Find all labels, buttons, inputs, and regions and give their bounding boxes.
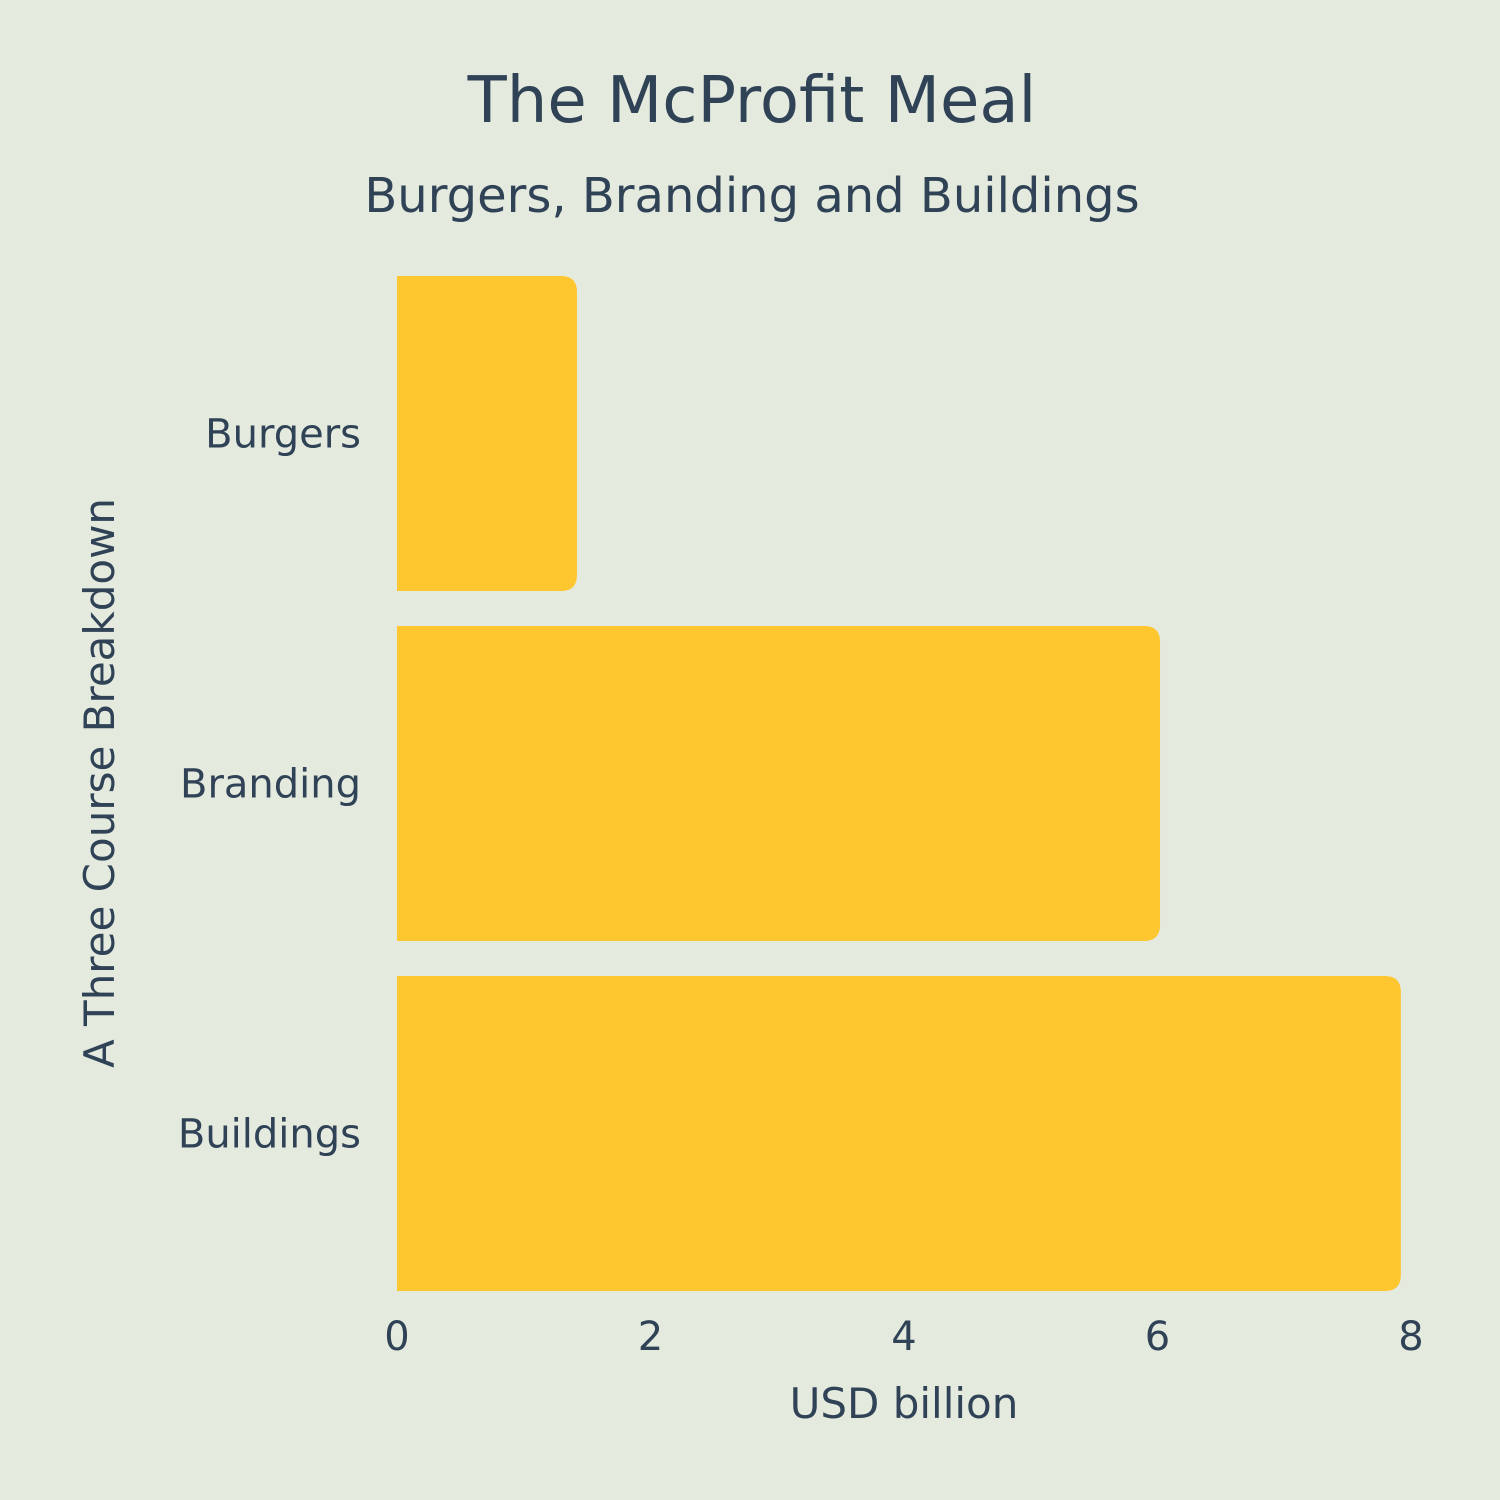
chart-subtitle: Burgers, Branding and Buildings [364,168,1139,224]
x-tick-label-6: 6 [1145,1314,1170,1360]
x-tick-label-0: 0 [384,1314,409,1360]
category-label-buildings: Buildings [178,1112,361,1158]
x-axis-label: USD billion [790,1379,1019,1428]
bar-branding [397,626,1161,941]
x-tick-label-4: 4 [891,1314,916,1360]
x-tick-label-2: 2 [638,1314,663,1360]
category-labels: Burgers Branding Buildings [178,412,361,1158]
y-axis-label: A Three Course Breakdown [75,498,124,1068]
chart-title: The McProfit Meal [467,64,1037,138]
x-tick-label-8: 8 [1398,1314,1423,1360]
bar-burgers [397,276,577,591]
x-tick-labels: 0 2 4 6 8 [384,1314,1423,1360]
category-label-branding: Branding [180,762,361,808]
bar-group [397,276,1401,1291]
category-label-burgers: Burgers [205,412,361,458]
bar-buildings [397,976,1401,1291]
